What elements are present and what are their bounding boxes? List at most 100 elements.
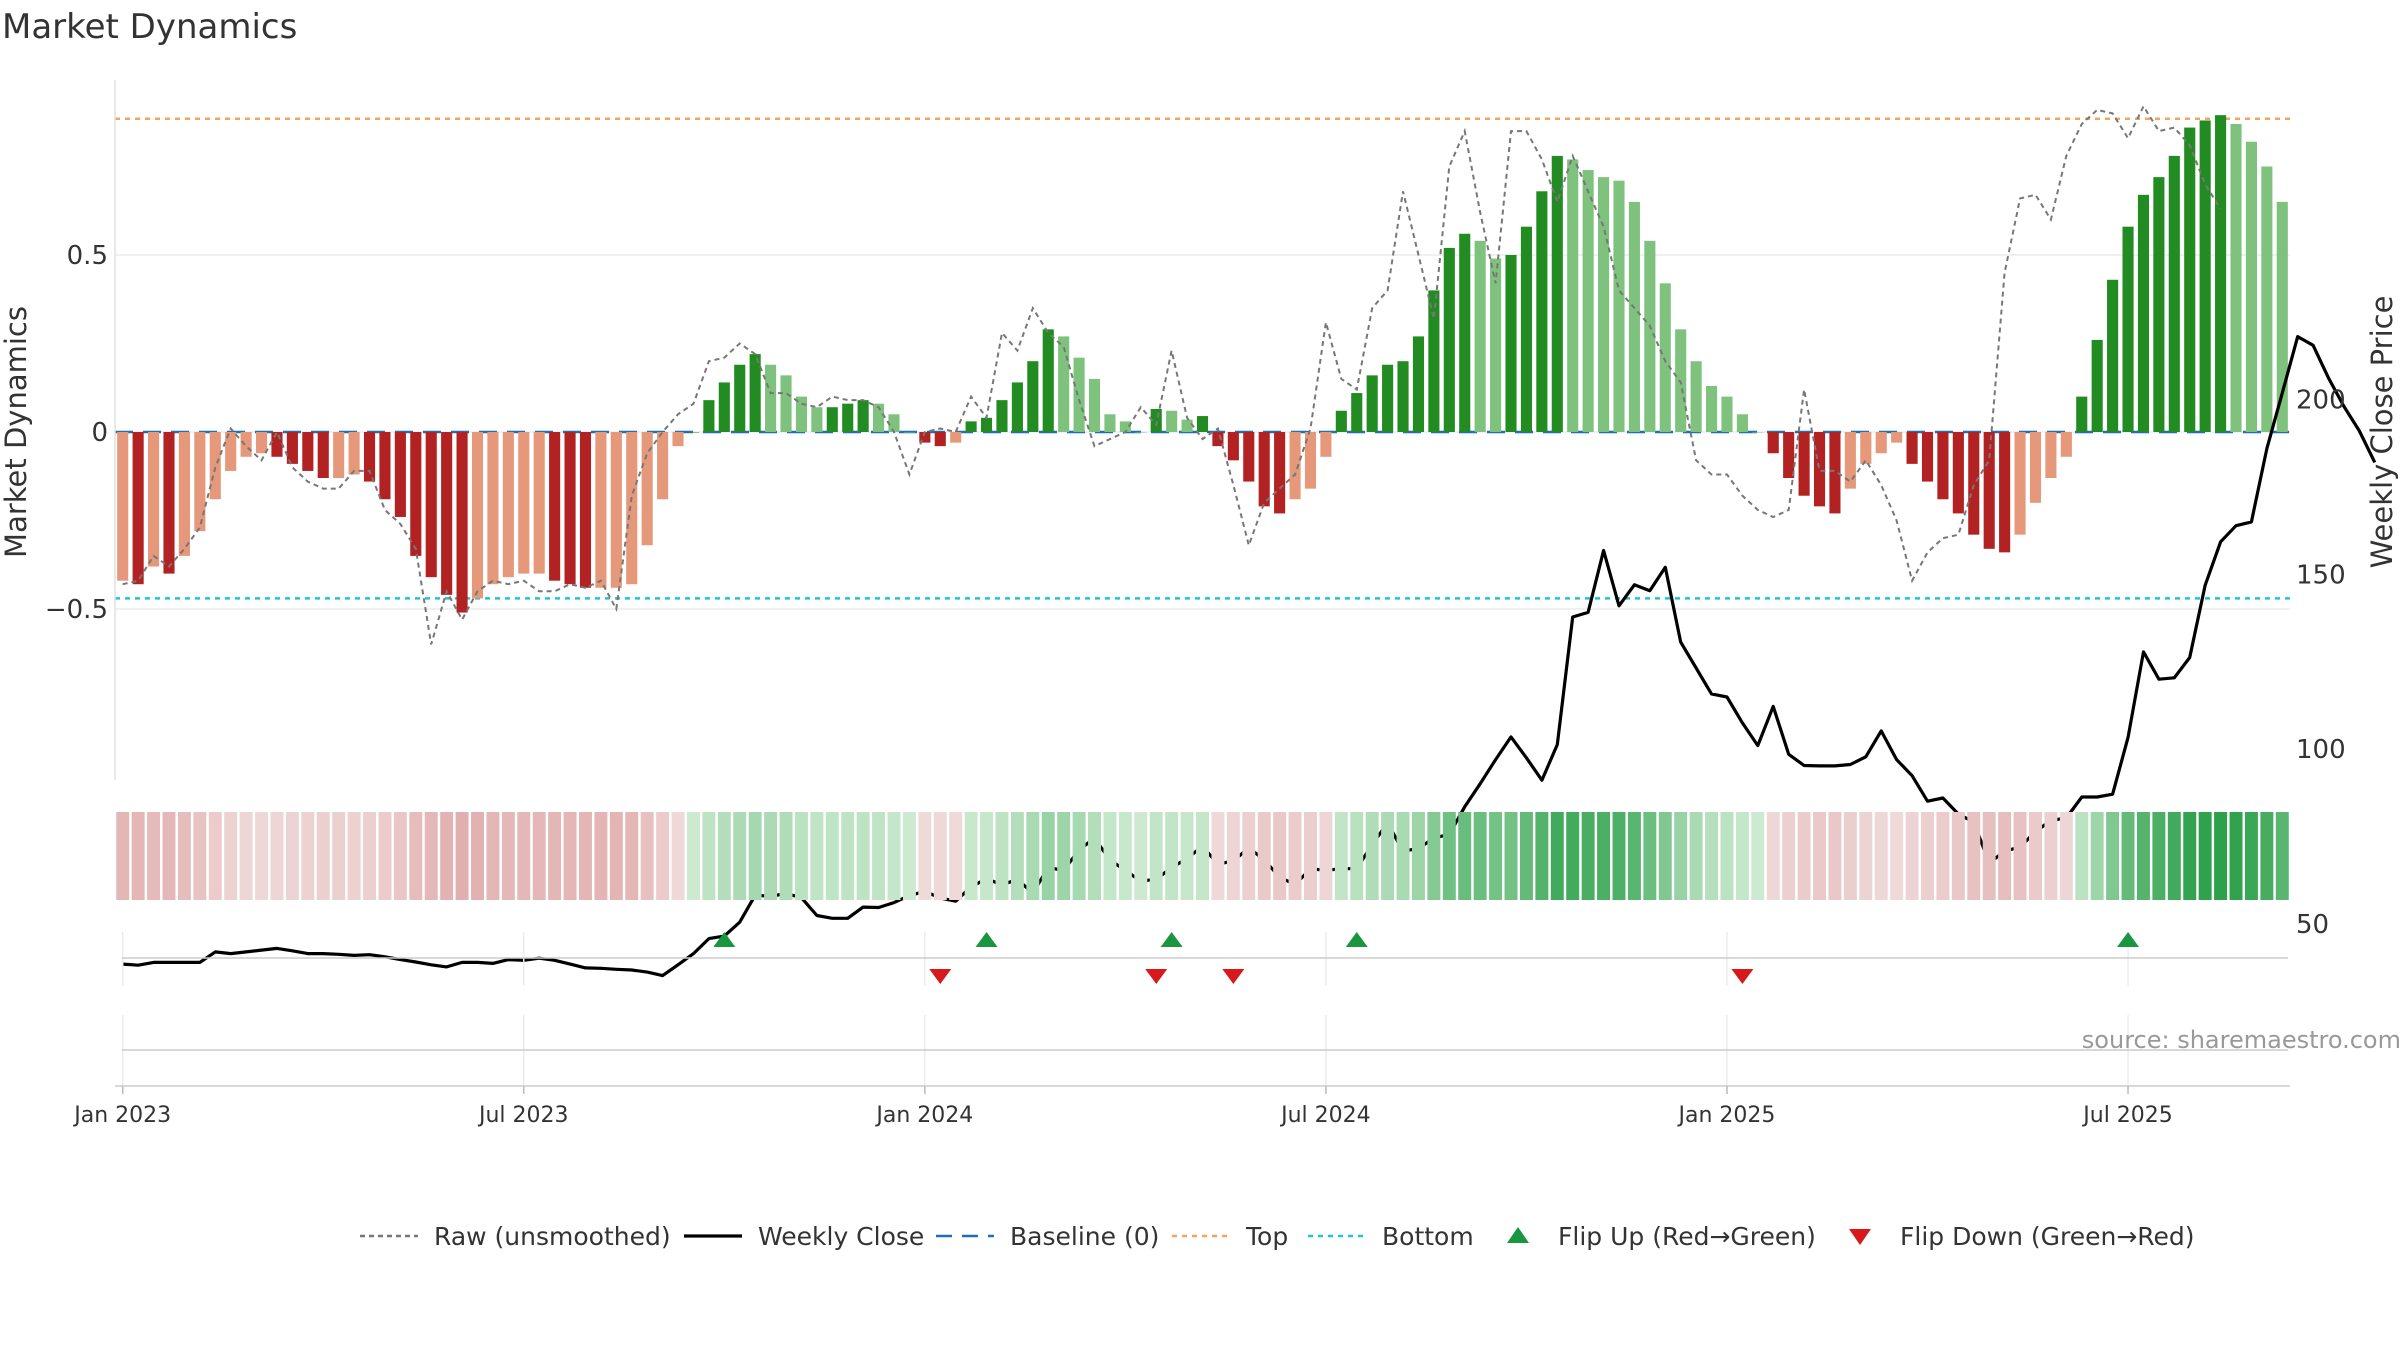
regime-cell xyxy=(1149,812,1163,900)
regime-cell xyxy=(2198,812,2212,900)
dynamics-bar xyxy=(1135,432,1147,433)
regime-cell xyxy=(1041,812,1055,900)
flip-down-marker xyxy=(1145,969,1168,984)
regime-cell xyxy=(177,812,191,900)
flip-markers-panel xyxy=(115,932,2290,1090)
dynamics-bar xyxy=(579,432,592,588)
regime-cell xyxy=(702,812,716,900)
dynamics-bar xyxy=(1397,361,1409,432)
dynamics-bar xyxy=(1073,357,1085,432)
dynamics-bar xyxy=(348,432,360,475)
dynamics-bar xyxy=(1490,258,1502,432)
dynamics-bar xyxy=(163,432,175,574)
regime-cell xyxy=(116,812,130,900)
flip-up-marker xyxy=(975,932,998,947)
flip-down-marker xyxy=(1731,969,1754,984)
dynamics-bar xyxy=(1181,419,1193,432)
regime-cell xyxy=(995,812,1009,900)
regime-cell xyxy=(1057,812,1071,900)
regime-cell xyxy=(1365,812,1379,900)
regime-cell xyxy=(532,812,546,900)
regime-cell xyxy=(717,812,731,900)
dynamics-bar xyxy=(2137,194,2150,432)
dynamics-bar xyxy=(1783,432,1795,479)
regime-cell xyxy=(841,812,855,900)
dynamics-bar xyxy=(1690,361,1702,432)
dynamics-bar xyxy=(857,400,869,432)
regime-cell xyxy=(656,812,670,900)
x-tick-label: Jul 2025 xyxy=(2081,1103,2173,1128)
regime-cell xyxy=(2044,812,2058,900)
dynamics-bar xyxy=(302,432,314,471)
regime-cell xyxy=(2183,812,2197,900)
regime-cell xyxy=(1304,812,1317,900)
regime-cell xyxy=(1967,812,1981,900)
dynamics-bar xyxy=(965,421,977,432)
regime-cell xyxy=(2121,812,2135,900)
legend-label-baseline: Baseline (0) xyxy=(1010,1222,1159,1251)
dynamics-bar xyxy=(1382,364,1394,432)
flip-up-marker xyxy=(2117,932,2140,947)
y-left-tick-label: 0.5 xyxy=(67,241,108,271)
regime-cell xyxy=(1828,812,1842,900)
regime-cell xyxy=(1396,812,1410,900)
regime-cell xyxy=(1905,812,1919,900)
dynamics-bar xyxy=(533,432,545,574)
regime-cell xyxy=(764,812,778,900)
regime-cell xyxy=(887,812,901,900)
dynamics-bar xyxy=(1891,432,1903,443)
dynamics-bar xyxy=(2153,177,2165,432)
dynamics-bar xyxy=(564,432,576,585)
dynamics-bar xyxy=(657,432,669,500)
dynamics-bar xyxy=(888,414,900,432)
dynamics-bar xyxy=(441,432,453,595)
dynamics-bar xyxy=(1644,240,1656,432)
dynamics-bar xyxy=(1166,410,1178,432)
dynamics-bar xyxy=(996,400,1008,432)
dynamics-bar xyxy=(687,432,700,433)
y-right-tick-label: 50 xyxy=(2296,910,2329,940)
regime-cell xyxy=(1627,812,1641,900)
dynamics-bar xyxy=(2215,115,2227,433)
regime-cell xyxy=(1766,812,1780,900)
regime-cell xyxy=(609,812,623,900)
regime-cell xyxy=(1998,812,2012,900)
regime-cell xyxy=(1982,812,1996,900)
dynamics-bar xyxy=(1227,432,1239,461)
legend-swatch-flip_up xyxy=(1507,1227,1529,1243)
dynamics-bar xyxy=(1258,432,1270,507)
dynamics-bar xyxy=(1320,432,1332,457)
regime-cell xyxy=(193,812,207,900)
regime-cell xyxy=(1735,812,1749,900)
regime-cell xyxy=(1180,812,1194,900)
dynamics-bar xyxy=(1505,255,1517,432)
legend-label-close: Weekly Close xyxy=(758,1222,924,1251)
flip-up-marker xyxy=(1160,932,1183,947)
dynamics-bar xyxy=(286,432,298,464)
dynamics-bar xyxy=(456,432,468,613)
regime-cell xyxy=(2244,812,2258,900)
regime-cell xyxy=(1643,812,1657,900)
regime-cell xyxy=(1535,812,1549,900)
regime-cell xyxy=(1026,812,1040,900)
regime-cell xyxy=(131,812,145,900)
dynamics-bar xyxy=(1613,180,1625,432)
regime-cell xyxy=(872,812,886,900)
dynamics-bar xyxy=(2060,432,2072,457)
regime-cell xyxy=(2214,812,2228,900)
regime-cell xyxy=(933,812,947,900)
regime-cell xyxy=(1103,812,1117,900)
dynamics-bar xyxy=(2076,396,2088,432)
regime-cell xyxy=(1288,812,1302,900)
dynamics-bar xyxy=(1412,336,1425,432)
dynamics-bar xyxy=(1243,432,1255,482)
dynamics-bar xyxy=(333,432,345,479)
dynamics-bar xyxy=(2107,279,2119,432)
dynamics-bar xyxy=(795,396,807,432)
regime-cell xyxy=(393,812,407,900)
regime-cell xyxy=(2275,812,2289,900)
dynamics-bar xyxy=(1798,432,1810,496)
regime-cell xyxy=(517,812,531,900)
dynamics-bar xyxy=(1289,432,1301,500)
